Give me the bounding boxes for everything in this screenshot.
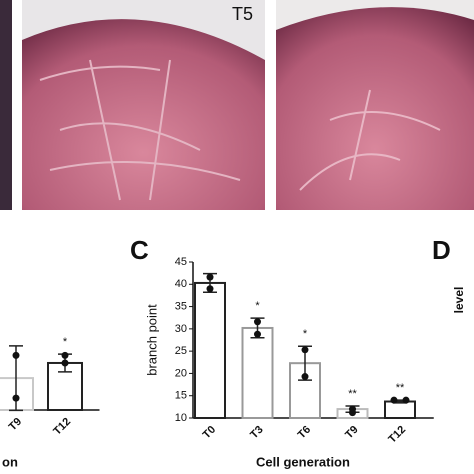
x-tick-label: T12	[386, 424, 408, 446]
y-tick-label: 15	[175, 390, 187, 402]
y-tick-label: 25	[175, 345, 187, 357]
data-point	[61, 359, 69, 367]
image-middle: T5	[22, 0, 265, 210]
data-point	[206, 285, 214, 293]
y-tick-label: 10	[175, 412, 187, 424]
data-point	[254, 330, 261, 338]
x-tick-label: T6	[296, 424, 314, 442]
bar	[384, 400, 416, 420]
panel-label: D	[432, 235, 451, 265]
y-tick-label: 35	[175, 300, 187, 312]
data-point	[12, 394, 20, 402]
y-tick-label: 40	[175, 278, 187, 290]
x-axis-label: on	[2, 454, 18, 469]
significance: *	[303, 328, 308, 340]
y-axis-label: branch point	[144, 304, 159, 376]
x-axis-label: Cell generation	[256, 454, 350, 469]
image-left	[0, 0, 12, 210]
significance: *	[63, 336, 68, 348]
data-point	[301, 373, 309, 381]
data-point	[390, 396, 398, 404]
data-point	[301, 346, 309, 354]
axis-label: level	[452, 287, 466, 314]
image-right	[276, 0, 474, 211]
image-label: T5	[232, 4, 253, 24]
y-tick-label: 30	[175, 323, 187, 335]
data-point	[254, 318, 261, 326]
x-tick-label: T0	[201, 424, 219, 442]
bar	[241, 326, 274, 420]
x-tick-label: T3	[248, 424, 266, 442]
significance: **	[396, 382, 405, 394]
bar	[47, 361, 83, 412]
x-tick-label: T12	[51, 416, 73, 438]
data-point	[206, 273, 214, 281]
significance: *	[255, 300, 260, 312]
y-tick-label: 45	[175, 256, 187, 268]
x-tick-label: T9	[343, 424, 361, 442]
x-tick-label: T9	[7, 416, 25, 434]
data-point	[61, 351, 69, 359]
data-point	[402, 396, 410, 404]
panel-label: C	[130, 235, 149, 265]
y-tick-label: 20	[175, 367, 187, 379]
data-point	[349, 405, 356, 413]
bar	[194, 281, 226, 419]
significance: **	[348, 388, 357, 400]
data-point	[12, 351, 20, 359]
